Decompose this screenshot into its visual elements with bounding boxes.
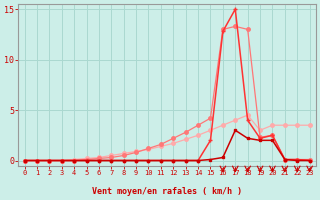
X-axis label: Vent moyen/en rafales ( km/h ): Vent moyen/en rafales ( km/h ) bbox=[92, 187, 242, 196]
